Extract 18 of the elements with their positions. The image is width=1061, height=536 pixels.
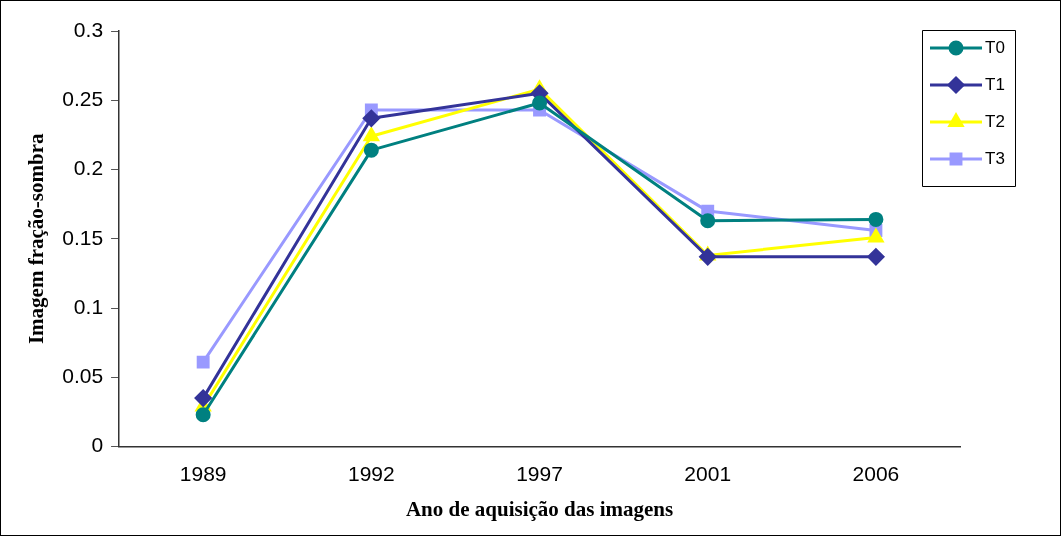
x-tick-label: 1989 bbox=[179, 462, 227, 485]
y-tick-label: 0.15 bbox=[62, 225, 104, 249]
x-tick-label: 1992 bbox=[347, 462, 395, 485]
y-tick-label: 0.25 bbox=[62, 87, 104, 111]
legend-label: T2 bbox=[985, 111, 1005, 131]
y-tick-label: 0.2 bbox=[73, 156, 104, 180]
x-axis-title: Ano de aquisição das imagens bbox=[405, 496, 674, 521]
legend-label: T0 bbox=[985, 37, 1005, 57]
y-tick-label: 0.1 bbox=[73, 294, 104, 318]
y-tick-label: 0 bbox=[91, 433, 104, 457]
x-tick-label: 1997 bbox=[516, 462, 563, 485]
legend-label: T3 bbox=[985, 148, 1005, 168]
y-tick-label: 0.05 bbox=[62, 364, 104, 388]
x-tick-label: 2001 bbox=[684, 462, 732, 485]
y-axis-title: Imagem fração-sombra bbox=[24, 133, 49, 345]
legend-label: T1 bbox=[985, 74, 1005, 94]
y-tick-label: 0.3 bbox=[73, 17, 104, 41]
x-tick-label: 2006 bbox=[852, 462, 900, 485]
